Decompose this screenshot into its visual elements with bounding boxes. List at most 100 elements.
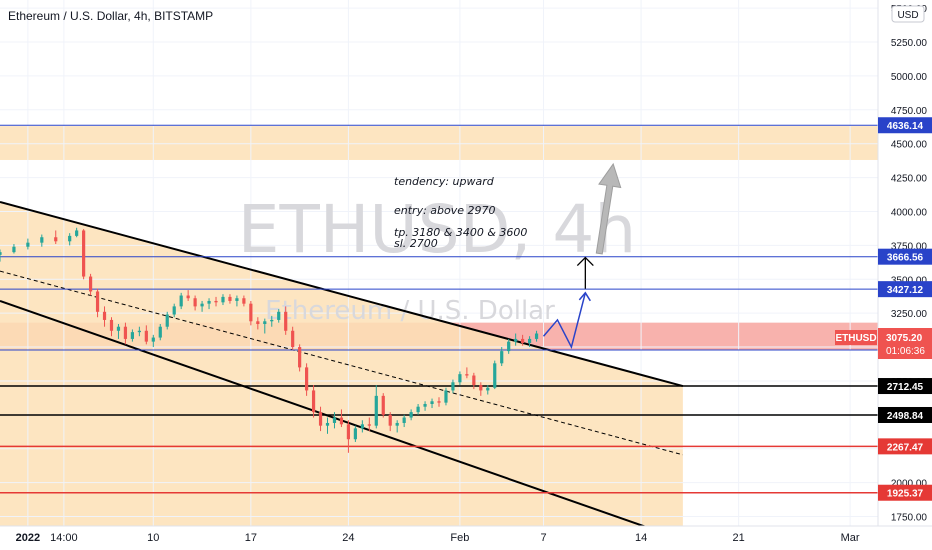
projection-arrowhead (578, 291, 591, 302)
candle-body (165, 314, 169, 327)
candle-body (367, 424, 371, 426)
price-levels-layer (0, 124, 878, 494)
time-tick-label: 7 (540, 532, 546, 544)
entry-arrow-icon (576, 256, 594, 267)
candle-body (332, 417, 337, 423)
candle-body (507, 341, 511, 352)
price-level-tag-label: 2712.45 (887, 382, 924, 393)
candle-body (514, 338, 518, 342)
symbol-tag: ETHUSD (835, 330, 877, 345)
watermark: ETHUSD, 4h Ethereum / U.S. Dollar (238, 191, 636, 326)
candle-body (102, 311, 107, 320)
candle-body (360, 424, 364, 429)
candle-body (458, 374, 462, 383)
price-tick-label: 4000.00 (891, 207, 928, 218)
candle-body (172, 306, 176, 315)
candle-body (465, 374, 469, 376)
zone-0 (0, 126, 878, 160)
time-tick-label: 21 (733, 532, 745, 544)
candle-body (130, 332, 134, 339)
candle-body (214, 300, 218, 303)
price-level-tag (878, 378, 932, 395)
price-tick-label: 3750.00 (891, 241, 928, 252)
candle-body (228, 296, 232, 301)
channel-fill (0, 201, 683, 526)
candle-body (88, 276, 93, 292)
price-tick-label: 4750.00 (891, 106, 928, 117)
time-tick-labels: 2022 14:00 10 17 24 Feb 7 14 21 Mar (16, 532, 860, 544)
trade-notes: tendency: upward entry: above 2970 tp. 3… (394, 175, 527, 250)
target-arrow-icon (595, 162, 622, 255)
candle-body (437, 401, 441, 403)
price-tick-label: 3500.00 (891, 275, 928, 286)
candle-body (325, 422, 330, 426)
currency-button[interactable]: USD (891, 5, 925, 23)
candle-body (277, 311, 281, 320)
price-tick-label: 3250.00 (891, 309, 928, 320)
current-price-tag-bg (878, 328, 932, 359)
candle-body (68, 235, 72, 242)
candle-body (158, 326, 162, 338)
price-level-tag (878, 281, 932, 298)
candle-body (284, 311, 288, 331)
candle-body (200, 303, 204, 307)
candle-body (479, 385, 483, 391)
candle-body (486, 387, 490, 391)
candle-body (207, 300, 211, 304)
time-tick-label: 24 (342, 532, 354, 544)
candle-body (346, 424, 351, 440)
price-level-tag-label: 2267.47 (887, 442, 924, 453)
price-level-tag-label: 4636.14 (887, 121, 924, 132)
note-sl: sl. 2700 (394, 237, 438, 250)
candle-body (116, 326, 121, 331)
candle-body (235, 298, 239, 301)
candle-body (381, 395, 385, 415)
candle-body (500, 351, 504, 364)
candle-body (123, 326, 128, 339)
candle-body (75, 230, 79, 236)
price-level-tag (878, 438, 932, 455)
candle-body (409, 412, 413, 418)
note-tendency: tendency: upward (394, 175, 495, 188)
watermark-name: Ethereum / U.S. Dollar (265, 296, 555, 326)
candle-body (40, 237, 44, 243)
candle-countdown: 01:06:36 (886, 346, 925, 357)
candle-body (12, 246, 16, 253)
candle-body (137, 330, 141, 333)
candle-body (151, 337, 155, 342)
time-tick-label: 14:00 (50, 532, 78, 544)
price-level-tag (878, 406, 932, 423)
candle-body (444, 390, 448, 403)
candle-body (416, 406, 420, 413)
candle-body (256, 321, 260, 325)
price-tick-label: 5250.00 (891, 38, 928, 49)
symbol-tag-label: ETHUSD (835, 333, 876, 344)
price-tick-label: 4500.00 (891, 140, 928, 151)
candle-body (534, 333, 539, 339)
candle-body (249, 303, 253, 322)
candle-body (521, 338, 525, 343)
current-price: 3075.20 (886, 333, 923, 344)
zones-layer (0, 126, 878, 526)
price-level-tag (878, 117, 932, 134)
time-axis[interactable]: 2022 14:00 10 17 24 Feb 7 14 21 Mar (0, 525, 932, 550)
time-tick-label: 14 (635, 532, 647, 544)
candle-body (339, 417, 344, 425)
candle-body (54, 237, 58, 242)
drawings-layer (542, 162, 622, 350)
price-level-tag-label: 1925.37 (887, 489, 924, 500)
candle-body (179, 295, 183, 307)
channel-upper-line (0, 201, 684, 388)
price-tick-label: 2000.00 (891, 479, 928, 490)
price-level-tag (878, 484, 932, 501)
candle-body (144, 330, 148, 342)
candle-body (451, 382, 455, 391)
price-tick-label: 1750.00 (891, 513, 928, 524)
candle-body (402, 417, 406, 423)
candle-body (82, 230, 86, 277)
price-axis[interactable]: 1750.002000.002250.002500.002750.003000.… (877, 0, 932, 526)
candle-body (263, 321, 267, 325)
price-tick-label: 5000.00 (891, 72, 928, 83)
candle-body (298, 347, 302, 368)
